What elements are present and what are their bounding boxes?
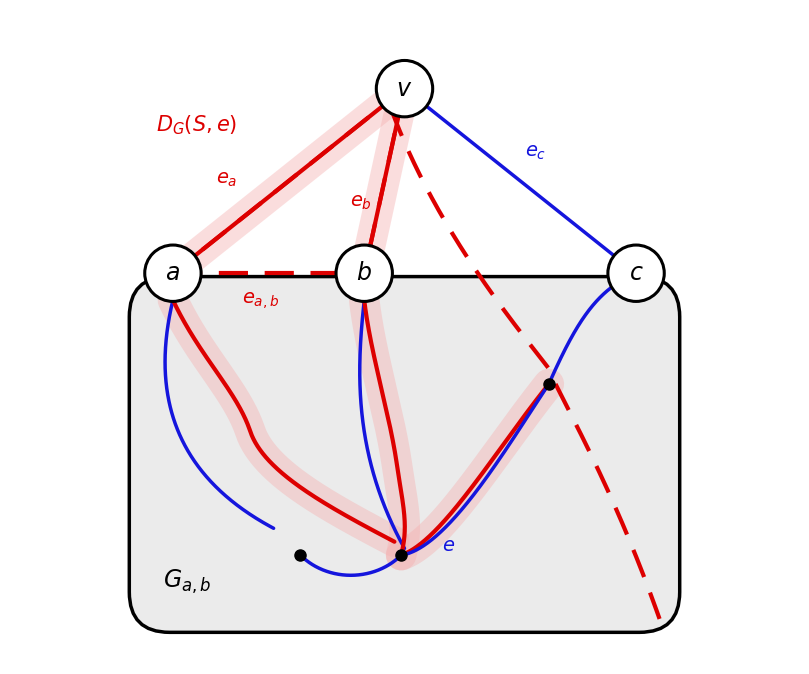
Text: $e_a$: $e_a$	[216, 170, 237, 189]
Circle shape	[376, 61, 433, 117]
Circle shape	[608, 245, 664, 301]
Circle shape	[336, 245, 392, 301]
Text: $D_G(S,e)$: $D_G(S,e)$	[156, 114, 238, 137]
Text: $e_c$: $e_c$	[525, 143, 546, 162]
Text: $e_{a,b}$: $e_{a,b}$	[242, 290, 279, 311]
Text: $a$: $a$	[166, 262, 180, 285]
Text: $e_b$: $e_b$	[349, 193, 372, 212]
Circle shape	[145, 245, 201, 301]
Text: $c$: $c$	[629, 262, 643, 285]
Text: $G_{a,b}$: $G_{a,b}$	[163, 568, 211, 596]
FancyBboxPatch shape	[129, 276, 680, 632]
Text: $e$: $e$	[442, 536, 455, 555]
Text: $b$: $b$	[356, 262, 372, 285]
Text: $v$: $v$	[396, 77, 413, 100]
